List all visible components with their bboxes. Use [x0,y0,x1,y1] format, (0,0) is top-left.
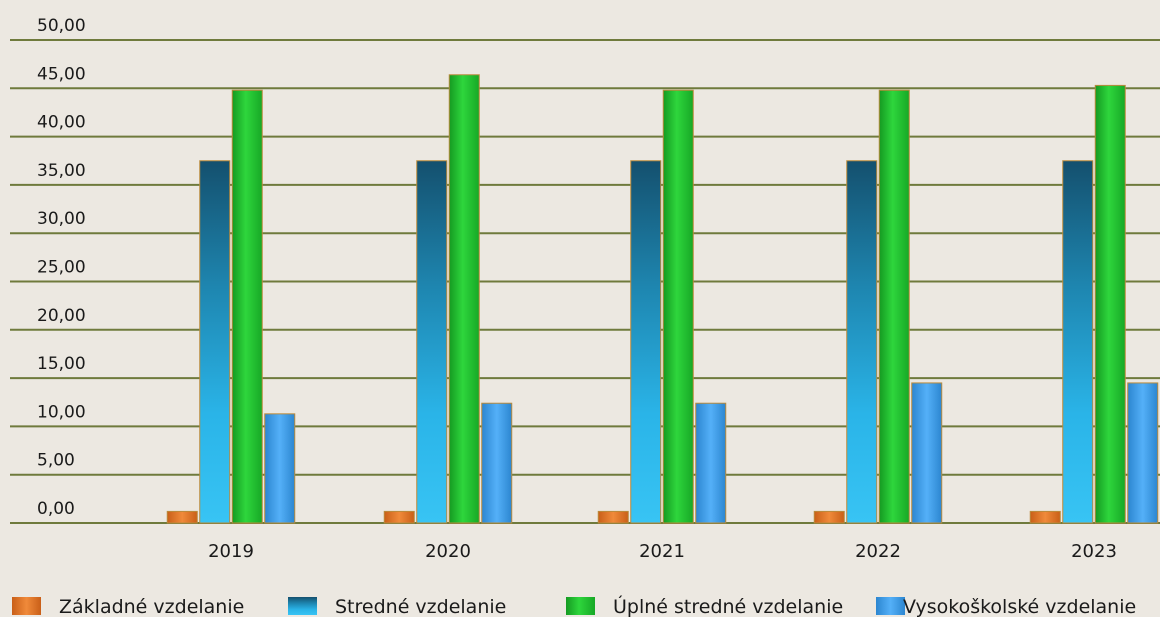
legend-label: Základné vzdelanie [59,596,244,617]
bar-z-kladn-vzdelanie-2021 [597,510,629,524]
y-tick-label: 5,00 [37,451,75,471]
y-tick-label: 20,00 [37,306,86,326]
bar-stredn-vzdelanie-2019 [199,160,231,524]
legend-label: Úplné stredné vzdelanie [613,594,843,617]
bar--pln-stredn-vzdelanie-2021 [662,89,694,524]
bar-vysoko-kolsk-vzdelanie-2019 [264,413,296,524]
legend-swatch [288,597,317,615]
bar-z-kladn-vzdelanie-2023 [1029,510,1061,524]
bar-stredn-vzdelanie-2021 [630,160,662,524]
bar--pln-stredn-vzdelanie-2019 [231,89,263,524]
bar-vysoko-kolsk-vzdelanie-2023 [1127,382,1159,524]
y-tick-label: 50,00 [37,16,86,36]
y-tick-label: 25,00 [37,258,86,278]
bar-vysoko-kolsk-vzdelanie-2020 [481,402,513,524]
y-tick-label: 15,00 [37,354,86,374]
legend-swatch [12,597,41,615]
x-tick-label: 2020 [425,541,471,562]
bar--pln-stredn-vzdelanie-2023 [1094,84,1126,524]
y-axis-tick-labels: 0,00 5,00 10,00 15,00 20,00 25,00 30,00 35,00 40… [37,16,86,519]
bar--pln-stredn-vzdelanie-2020 [448,74,480,524]
y-tick-label: 10,00 [37,402,86,422]
bar-vysoko-kolsk-vzdelanie-2021 [695,402,727,524]
x-axis-tick-labels: 2019 2020 2021 2022 2023 [208,541,1117,562]
y-tick-label: 40,00 [37,113,86,133]
legend: Základné vzdelanie Stredné vzdelanie Úplné… [12,594,1136,617]
legend-swatch [566,597,595,615]
bar-stredn-vzdelanie-2023 [1062,160,1094,524]
bar-z-kladn-vzdelanie-2019 [166,510,198,524]
x-tick-label: 2023 [1071,541,1117,562]
x-tick-label: 2021 [639,541,685,562]
y-tick-label: 45,00 [37,64,86,84]
bar-vysoko-kolsk-vzdelanie-2022 [911,382,943,524]
bar-stredn-vzdelanie-2020 [416,160,448,524]
bar-z-kladn-vzdelanie-2020 [383,510,415,524]
legend-swatch [876,597,905,615]
y-tick-label: 30,00 [37,209,86,229]
legend-label: Vysokoškolské vzdelanie [903,596,1136,617]
x-tick-label: 2022 [855,541,901,562]
bar-z-kladn-vzdelanie-2022 [813,510,845,524]
legend-label: Stredné vzdelanie [335,596,506,617]
bar--pln-stredn-vzdelanie-2022 [878,89,910,524]
x-tick-label: 2019 [208,541,254,562]
y-tick-label: 35,00 [37,161,86,181]
y-tick-label: 0,00 [37,499,75,519]
bar-stredn-vzdelanie-2022 [846,160,878,524]
bars [166,74,1159,524]
gridlines [10,39,1160,524]
